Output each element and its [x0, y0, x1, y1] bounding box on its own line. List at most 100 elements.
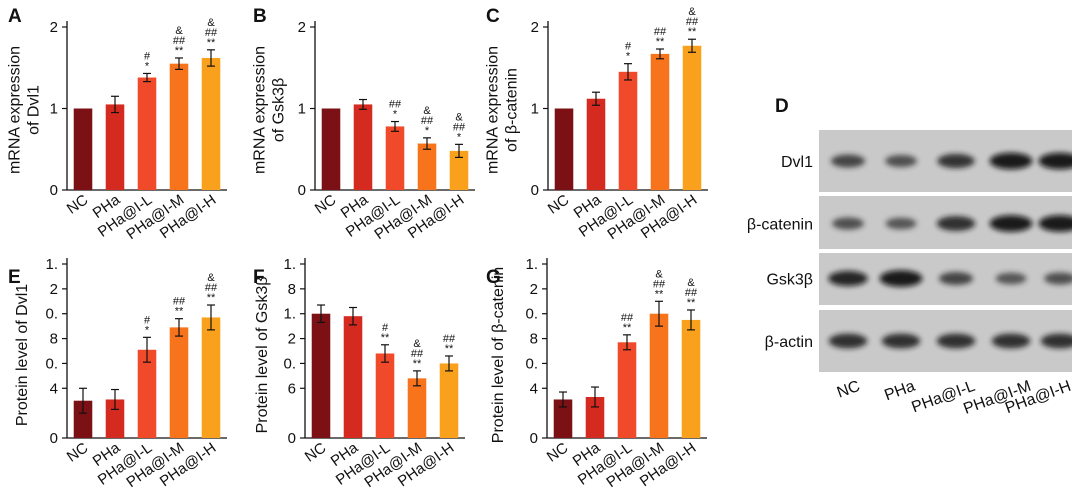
significance-mark: ## — [686, 16, 699, 28]
y-tick-label: 0 — [288, 430, 296, 447]
significance-mark: ** — [175, 306, 184, 318]
y-tick-label: 8 — [288, 281, 296, 298]
significance-mark: ** — [175, 45, 184, 57]
bar-PHa@I-H — [681, 319, 701, 438]
blot-band — [885, 217, 917, 230]
significance-mark: & — [687, 277, 695, 289]
significance-mark: & — [207, 272, 215, 284]
blot-separator — [819, 306, 1072, 310]
blot-row-label: Dvl1 — [781, 154, 813, 171]
bar-PHa@I-M — [169, 327, 189, 438]
y-tick-label: 0. — [525, 355, 538, 372]
bar-NC — [73, 400, 93, 438]
bar-NC — [321, 108, 341, 190]
y-tick-label: 0 — [50, 182, 58, 199]
significance-mark: ## — [453, 121, 466, 133]
y-tick-label: 1. — [283, 256, 296, 273]
bar-PHa — [586, 98, 606, 190]
bar-PHa@I-L — [137, 349, 157, 438]
category-label: NC — [64, 191, 92, 217]
significance-mark: ** — [688, 26, 697, 38]
blot-band — [828, 333, 868, 349]
category-label: NC — [64, 439, 92, 465]
bar-PHa@I-L — [618, 71, 638, 190]
significance-mark: & — [207, 17, 215, 29]
blot-band — [881, 333, 921, 349]
blot-band — [995, 272, 1027, 285]
y-tick-label: 0 — [298, 182, 306, 199]
blot-band — [936, 216, 976, 231]
y-tick-label: 1. — [283, 306, 296, 323]
y-tick-label: 0. — [283, 355, 296, 372]
blot-band — [938, 272, 974, 285]
blot-band — [991, 333, 1031, 349]
significance-mark: ## — [654, 26, 667, 38]
blot-band — [1040, 333, 1072, 349]
bar-PHa@I-H — [201, 317, 221, 438]
bar-PHa@I-M — [650, 53, 670, 190]
blot-band — [989, 152, 1033, 170]
y-tick-label: 2 — [50, 19, 58, 36]
y-tick-label: 1 — [50, 101, 58, 118]
y-tick-label: 2 — [531, 19, 539, 36]
y-axis-label: mRNA expression — [252, 46, 269, 174]
significance-mark: ## — [173, 35, 186, 47]
category-label: NC — [302, 439, 330, 465]
significance-mark: ## — [173, 296, 186, 308]
y-tick-label: 0 — [50, 430, 58, 447]
blot-band — [830, 154, 866, 168]
blot-band — [937, 153, 975, 169]
bar-PHa@I-L — [375, 353, 395, 438]
blot-band — [885, 154, 917, 168]
panel-label: A — [8, 6, 22, 27]
blot-row-label: Gsk3β — [766, 272, 813, 289]
y-tick-label: 1. — [525, 256, 538, 273]
blot-band — [1038, 215, 1072, 232]
y-axis-label: mRNA expression — [7, 46, 24, 174]
y-tick-label: 1 — [531, 101, 539, 118]
significance-mark: & — [655, 268, 663, 280]
blot-band — [828, 270, 868, 287]
y-tick-label: 2 — [530, 281, 538, 298]
significance-mark: ## — [389, 99, 402, 111]
significance-mark: ** — [381, 332, 390, 344]
y-tick-label: 4 — [50, 380, 58, 397]
bar-NC — [553, 399, 573, 438]
panel-label: F — [253, 267, 265, 288]
bar-PHa@I-L — [137, 77, 157, 190]
bar-PHa — [585, 396, 605, 438]
y-tick-label: 2 — [298, 19, 306, 36]
y-tick-label: 0. — [45, 306, 58, 323]
bar-PHa — [343, 316, 363, 438]
blot-separator — [819, 249, 1072, 253]
y-tick-label: 0. — [45, 355, 58, 372]
category-label: NC — [312, 191, 340, 217]
blot-row-label: β-catenin — [747, 217, 813, 234]
y-axis-label: mRNA expression — [485, 46, 502, 174]
significance-mark: ** — [445, 343, 454, 355]
bar-PHa@I-H — [449, 150, 469, 190]
significance-mark: & — [688, 6, 696, 18]
significance-mark: ## — [621, 312, 634, 324]
significance-mark: * — [145, 60, 150, 72]
significance-mark: ## — [443, 333, 456, 345]
significance-mark: ## — [685, 287, 698, 299]
bar-PHa@I-M — [407, 378, 427, 438]
blot-row-label: β-actin — [765, 334, 813, 351]
significance-mark: ** — [207, 37, 216, 49]
y-tick-label: 6 — [288, 380, 296, 397]
significance-mark: & — [175, 25, 183, 37]
significance-mark: ## — [421, 115, 434, 127]
bar-PHa@I-L — [617, 342, 637, 438]
bar-PHa@I-L — [385, 126, 405, 190]
blot-band — [936, 333, 976, 349]
significance-mark: ** — [413, 358, 422, 370]
significance-mark: ## — [205, 27, 218, 39]
y-tick-label: 4 — [530, 380, 538, 397]
y-tick-label: 2 — [50, 281, 58, 298]
bar-PHa@I-M — [417, 143, 437, 190]
